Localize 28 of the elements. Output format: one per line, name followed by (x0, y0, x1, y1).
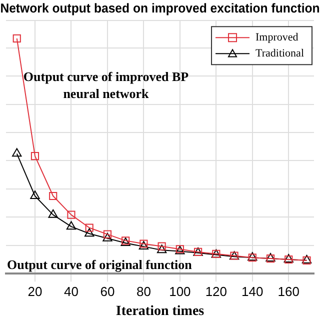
x-axis-title: Iteration times (116, 304, 205, 320)
point (48, 209, 58, 218)
x-tick-label: 40 (64, 284, 78, 299)
x-tick-label: 100 (169, 284, 191, 299)
point (103, 230, 112, 238)
point (30, 190, 40, 200)
x-tick-label: 60 (100, 284, 115, 299)
point (102, 232, 112, 242)
x-tick-label: 120 (205, 284, 228, 299)
x-tick-label: 160 (278, 284, 300, 299)
x-tick-label: 140 (242, 284, 264, 299)
annotation: Output curve of original function (7, 256, 193, 272)
point (49, 192, 58, 200)
point (85, 224, 94, 232)
chart-title: Network output based on improved excitation function (0, 1, 320, 16)
point (67, 210, 76, 219)
point (12, 34, 21, 43)
point (66, 221, 76, 230)
point (158, 242, 166, 250)
point (84, 228, 94, 237)
legend-label: Improved (256, 31, 299, 44)
annotation: Output curve of improved BP neural network (23, 68, 189, 101)
x-tick-label: 20 (28, 284, 42, 299)
legend-label: Traditional (256, 47, 304, 60)
point (12, 148, 22, 157)
x-tick-label: 80 (136, 284, 151, 299)
point (156, 244, 167, 254)
point (30, 152, 40, 160)
